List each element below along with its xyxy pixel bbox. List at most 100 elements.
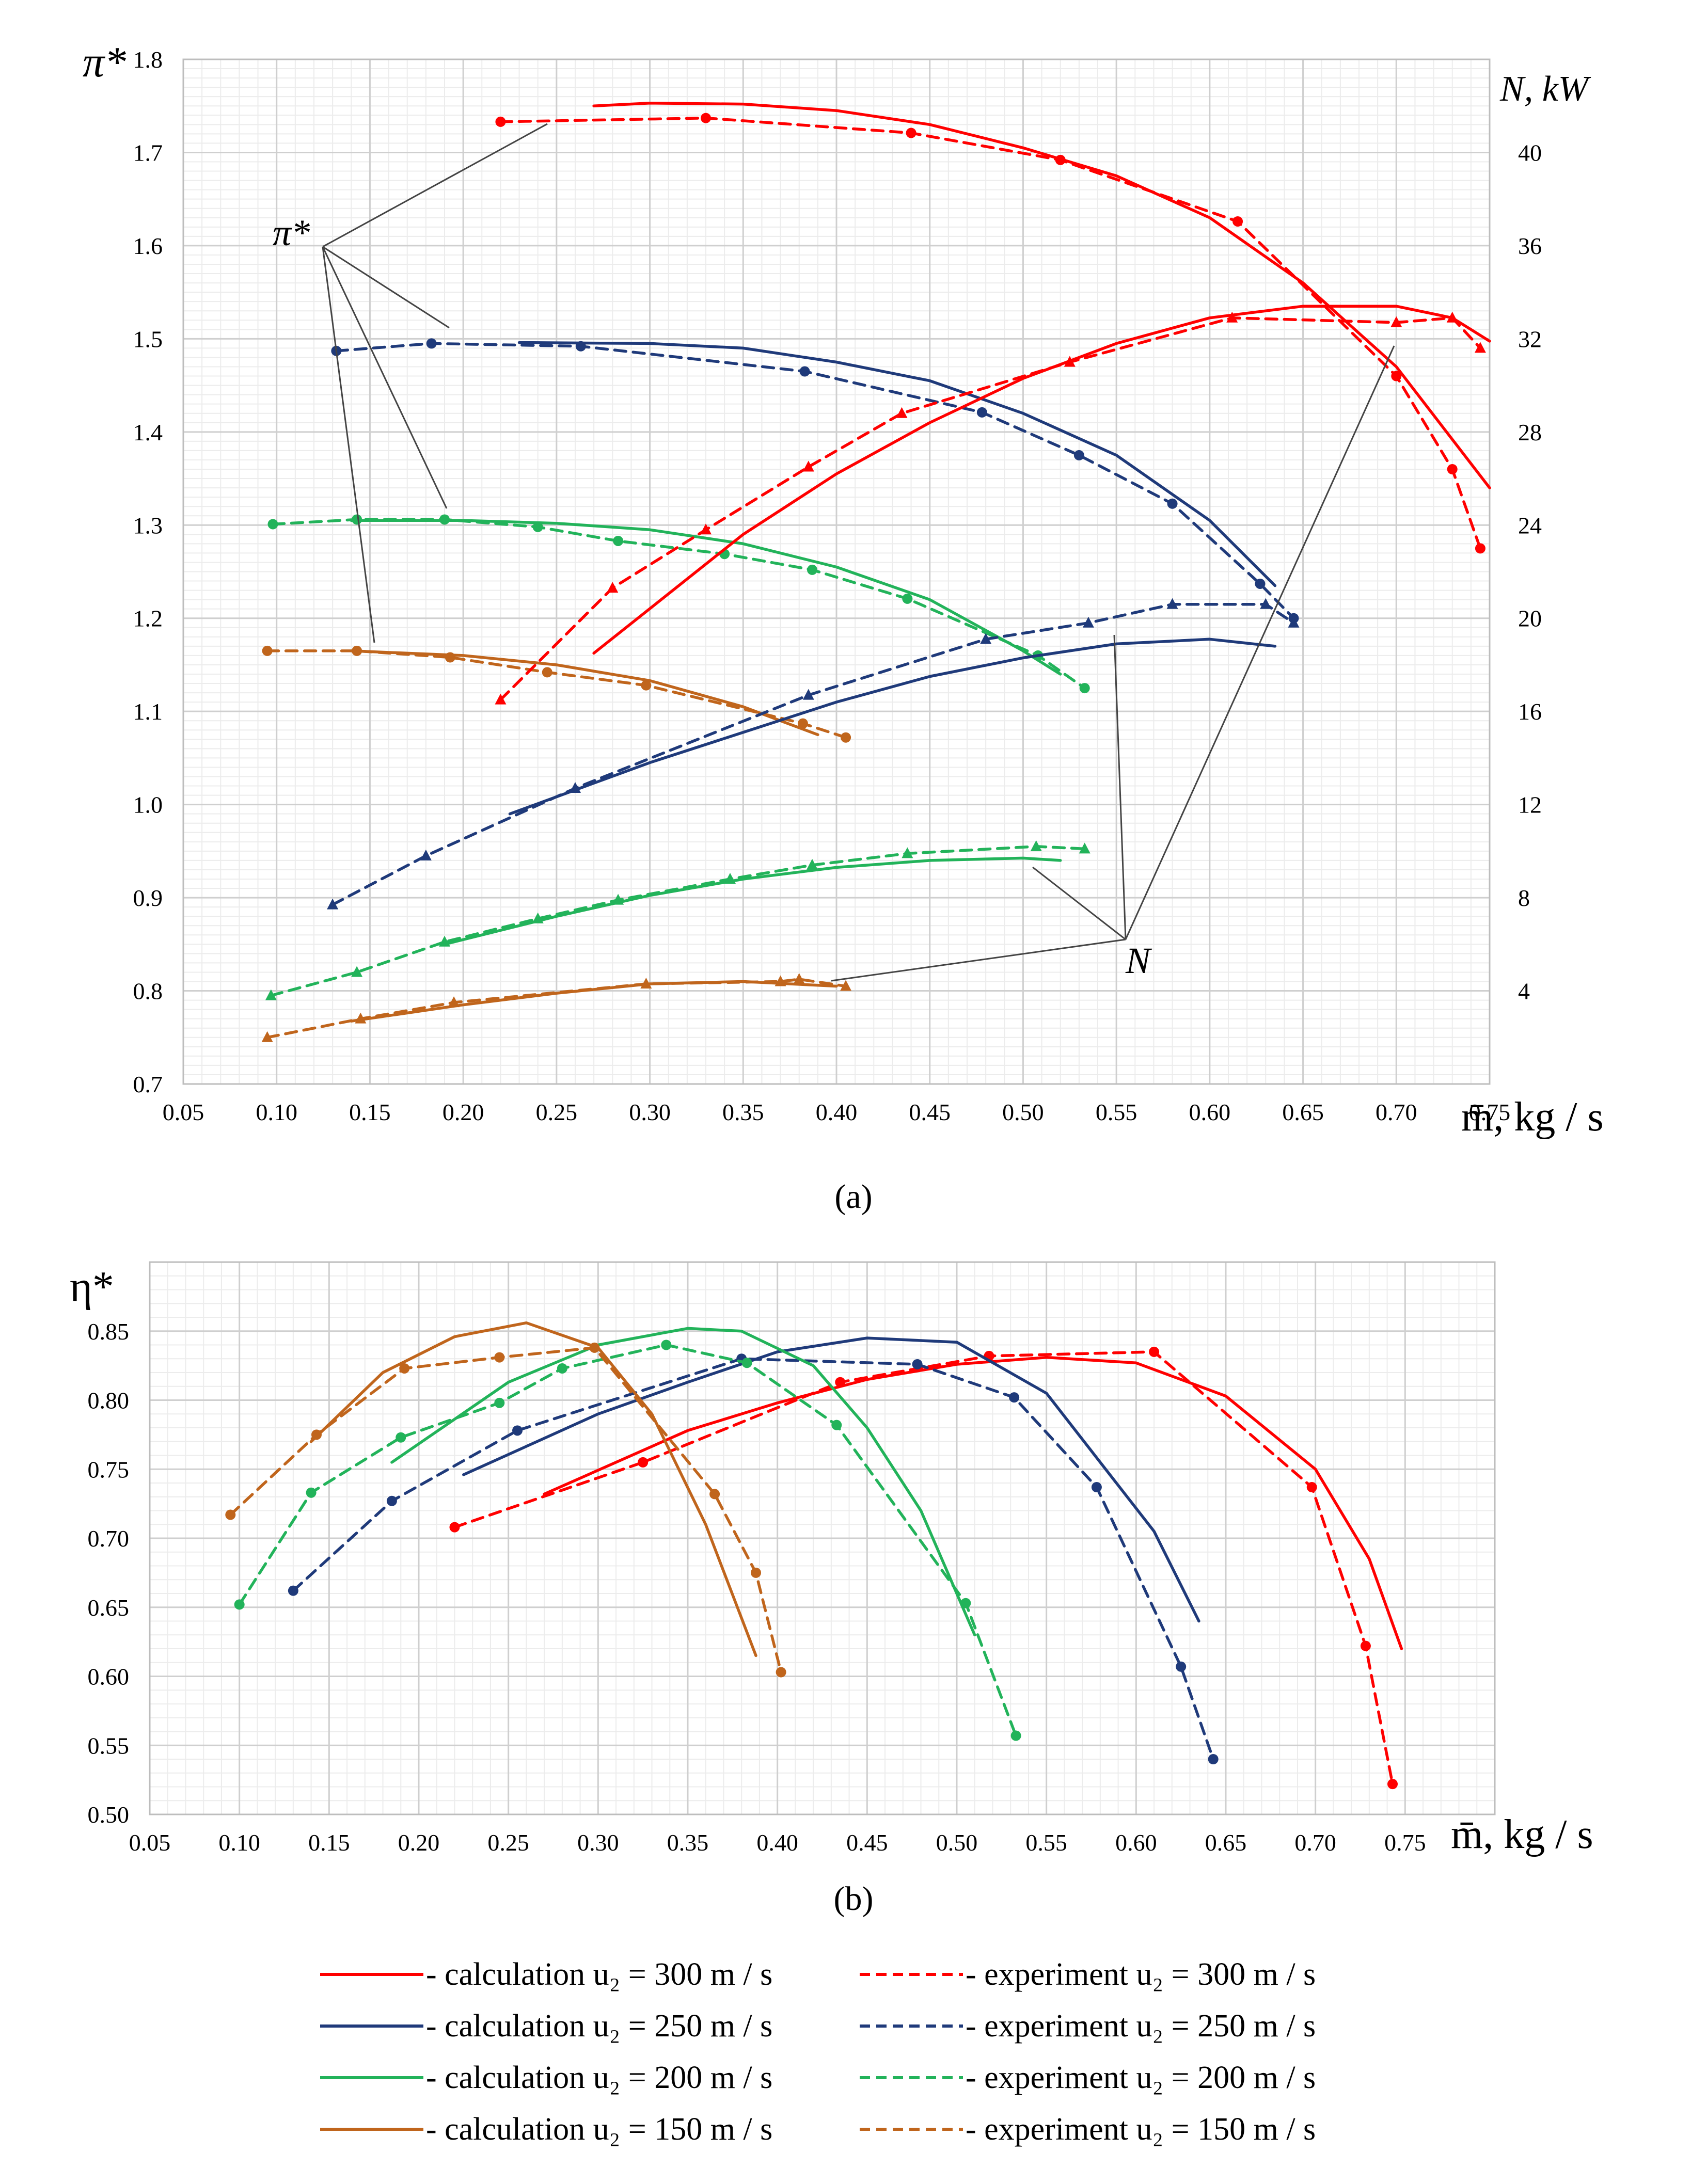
leader-N-150	[831, 938, 1126, 982]
data-point	[495, 693, 507, 705]
x-tick-label: 0.55	[1025, 1829, 1067, 1856]
data-point	[1474, 342, 1486, 353]
x-tick-label: 0.55	[1096, 1099, 1137, 1125]
leader-N-250	[1113, 634, 1127, 940]
chart-a-y2-ticks: 4 8 12 16 20 24 28 32 36 40	[1518, 139, 1542, 1004]
callout-leaders	[322, 123, 1395, 982]
data-point	[841, 732, 851, 743]
x-tick-label: 0.15	[349, 1099, 391, 1125]
y-tick-label: 0.75	[88, 1456, 130, 1482]
data-point	[980, 633, 992, 644]
legend-label: - experiment u₂ = 250 m / s	[966, 2008, 1316, 2044]
data-point	[1447, 464, 1458, 474]
data-point	[831, 1420, 842, 1430]
y-tick-label: 1.8	[133, 46, 163, 73]
data-point	[661, 1340, 672, 1350]
series-line	[543, 1356, 1403, 1650]
y2-tick-label: 4	[1518, 978, 1530, 1005]
data-point	[495, 116, 506, 127]
data-point	[902, 593, 913, 604]
x-tick-label: 0.50	[936, 1829, 978, 1856]
panel-a-label: (a)	[834, 1178, 872, 1216]
data-point	[741, 1358, 752, 1368]
data-point	[709, 1489, 720, 1500]
x-tick-label: 0.75	[1384, 1829, 1426, 1856]
y-tick-label: 1.1	[133, 698, 163, 725]
legend: - calculation u₂ = 300 m / s - experiment…	[320, 1957, 1316, 2147]
data-point	[512, 1425, 523, 1436]
data-point	[1232, 216, 1243, 227]
legend-label: - calculation u₂ = 300 m / s	[426, 1957, 772, 1992]
data-point	[1306, 1482, 1317, 1493]
series-line	[443, 856, 1062, 946]
chart-a-xlabel: m̄, kg / s	[1461, 1094, 1604, 1140]
data-point	[807, 858, 818, 870]
data-point	[607, 582, 619, 593]
data-point	[1226, 311, 1238, 323]
data-point	[396, 1432, 406, 1443]
data-point	[700, 523, 712, 535]
data-point	[802, 460, 814, 472]
x-tick-label: 0.15	[308, 1829, 350, 1856]
data-point	[1288, 616, 1300, 628]
x-tick-label: 0.10	[256, 1099, 297, 1125]
data-point	[570, 782, 581, 793]
series-line	[238, 1343, 1018, 1737]
y-tick-label: 0.60	[88, 1664, 130, 1690]
data-point	[835, 1377, 846, 1388]
data-point	[724, 873, 736, 884]
y-tick-label: 0.80	[88, 1388, 130, 1414]
panel-b-label: (b)	[834, 1880, 874, 1918]
data-point	[386, 1495, 397, 1506]
x-tick-label: 0.60	[1189, 1099, 1231, 1125]
chart-b-y-ticks: 0.50 0.55 0.60 0.65 0.70 0.75 0.80 0.85	[88, 1318, 130, 1828]
data-point	[793, 973, 805, 984]
chart-a-x-ticks: 0.05 0.10 0.15 0.20 0.25 0.30 0.35 0.40 0.45 0.50…	[163, 1099, 1511, 1125]
data-point	[439, 514, 450, 525]
data-point	[448, 996, 460, 1008]
x-tick-label: 0.05	[129, 1829, 171, 1856]
y2-tick-label: 16	[1518, 698, 1542, 725]
data-point	[1387, 1779, 1398, 1790]
legend-label: - experiment u₂ = 150 m / s	[966, 2112, 1316, 2147]
data-point	[1149, 1346, 1160, 1357]
data-point	[327, 898, 339, 910]
y-tick-label: 1.7	[133, 139, 163, 166]
leader-N-300	[1125, 345, 1395, 940]
data-point	[261, 1031, 273, 1042]
data-point	[557, 1363, 567, 1374]
leader-pi-200	[322, 246, 448, 509]
chart-b-xlabel: m̄, kg / s	[1451, 1812, 1593, 1857]
data-point	[449, 1522, 460, 1533]
data-point	[906, 127, 916, 138]
y2-tick-label: 28	[1518, 419, 1542, 445]
series-line	[309, 1321, 757, 1657]
data-point	[352, 514, 362, 525]
data-point	[775, 975, 786, 986]
leader-N-200	[1032, 866, 1126, 940]
x-tick-label: 0.70	[1294, 1829, 1336, 1856]
y-tick-label: 1.0	[133, 792, 163, 818]
y2-tick-label: 20	[1518, 605, 1542, 632]
data-point	[1079, 683, 1090, 694]
data-point	[1091, 1482, 1102, 1493]
x-tick-label: 0.30	[629, 1099, 671, 1125]
legend-label: - experiment u₂ = 300 m / s	[966, 1957, 1316, 1992]
leader-pi-250	[322, 246, 450, 329]
data-point	[807, 564, 818, 575]
data-point	[1082, 616, 1094, 628]
data-point	[799, 366, 810, 377]
x-tick-label: 0.70	[1376, 1099, 1417, 1125]
data-point	[638, 1457, 649, 1468]
data-point	[1055, 154, 1066, 165]
data-point	[1390, 316, 1402, 327]
series-line	[592, 305, 1491, 655]
data-point	[960, 1598, 971, 1608]
series-line	[270, 845, 1086, 997]
data-point	[896, 407, 908, 418]
x-tick-label: 0.65	[1282, 1099, 1324, 1125]
data-point	[532, 521, 543, 532]
y-tick-label: 0.55	[88, 1732, 130, 1759]
x-tick-label: 0.35	[667, 1829, 709, 1856]
